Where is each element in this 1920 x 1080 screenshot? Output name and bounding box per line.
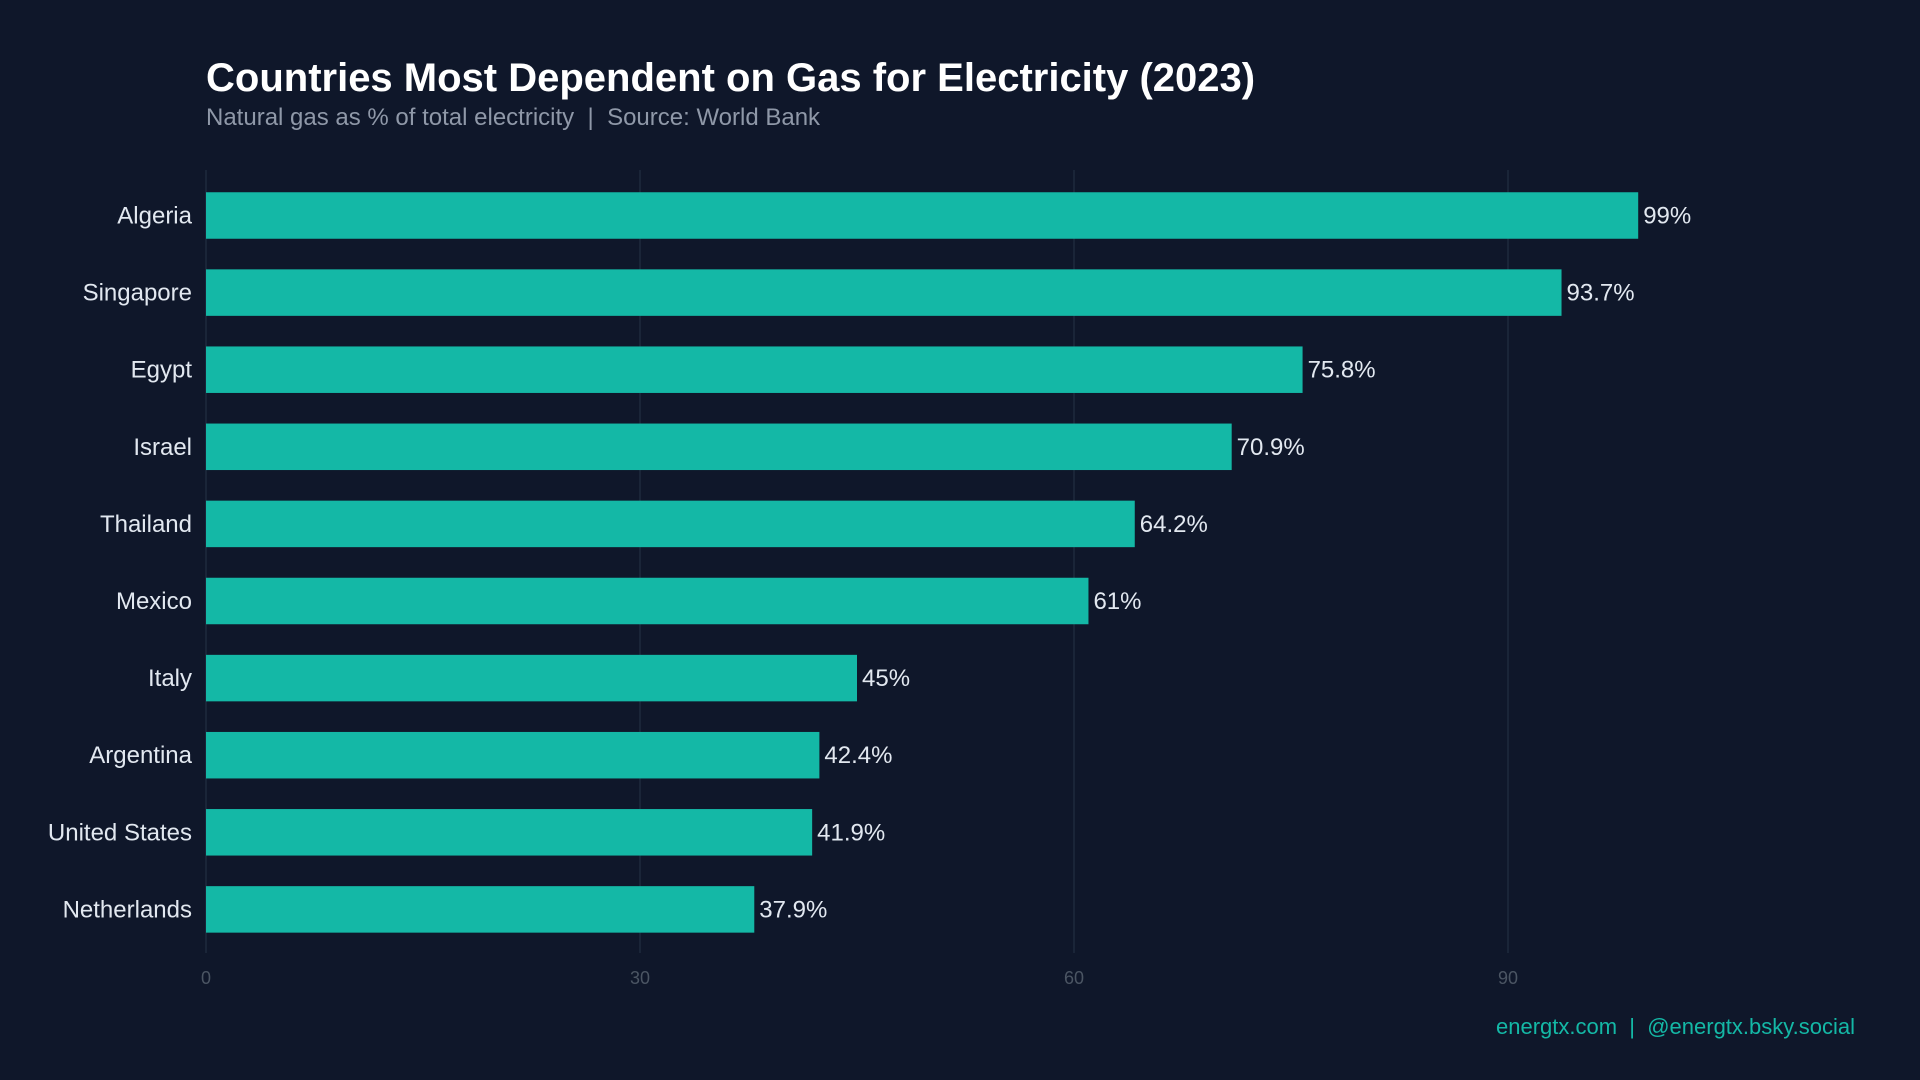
bar — [206, 577, 1089, 625]
chart-subtitle: Natural gas as % of total electricity | … — [206, 104, 821, 131]
category-label: Mexico — [116, 588, 192, 615]
data-label: 70.9% — [1237, 434, 1305, 461]
data-label: 37.9% — [759, 896, 827, 923]
category-label: Singapore — [83, 280, 192, 307]
x-tick-label: 0 — [201, 968, 211, 988]
data-label: 45% — [862, 665, 910, 692]
data-label: 75.8% — [1308, 357, 1376, 384]
category-label: Algeria — [117, 203, 192, 230]
bar — [206, 192, 1639, 239]
category-label: Netherlands — [63, 896, 192, 923]
category-label: Italy — [148, 665, 192, 692]
data-label: 64.2% — [1140, 511, 1208, 538]
bar — [206, 500, 1135, 548]
category-label: Israel — [133, 434, 192, 461]
chart-title: Countries Most Dependent on Gas for Elec… — [206, 56, 1256, 100]
data-label: 41.9% — [817, 819, 885, 846]
data-label: 61% — [1093, 588, 1141, 615]
bar — [206, 654, 857, 702]
data-label: 42.4% — [824, 742, 892, 769]
category-label: Argentina — [89, 742, 192, 769]
x-tick-label: 90 — [1498, 968, 1518, 988]
bar — [206, 346, 1303, 393]
x-tick-label: 30 — [630, 968, 650, 988]
data-label: 99% — [1643, 203, 1691, 230]
category-label: United States — [48, 819, 192, 846]
footer-credits: energtx.com | @energtx.bsky.social — [1495, 1014, 1855, 1039]
bar — [206, 269, 1562, 316]
bar — [206, 886, 755, 933]
bar — [206, 731, 820, 779]
category-label: Thailand — [100, 511, 192, 538]
category-label: Egypt — [131, 357, 193, 384]
bar — [206, 809, 813, 856]
data-label: 93.7% — [1567, 280, 1635, 307]
bar — [206, 423, 1232, 471]
x-tick-label: 60 — [1064, 968, 1084, 988]
